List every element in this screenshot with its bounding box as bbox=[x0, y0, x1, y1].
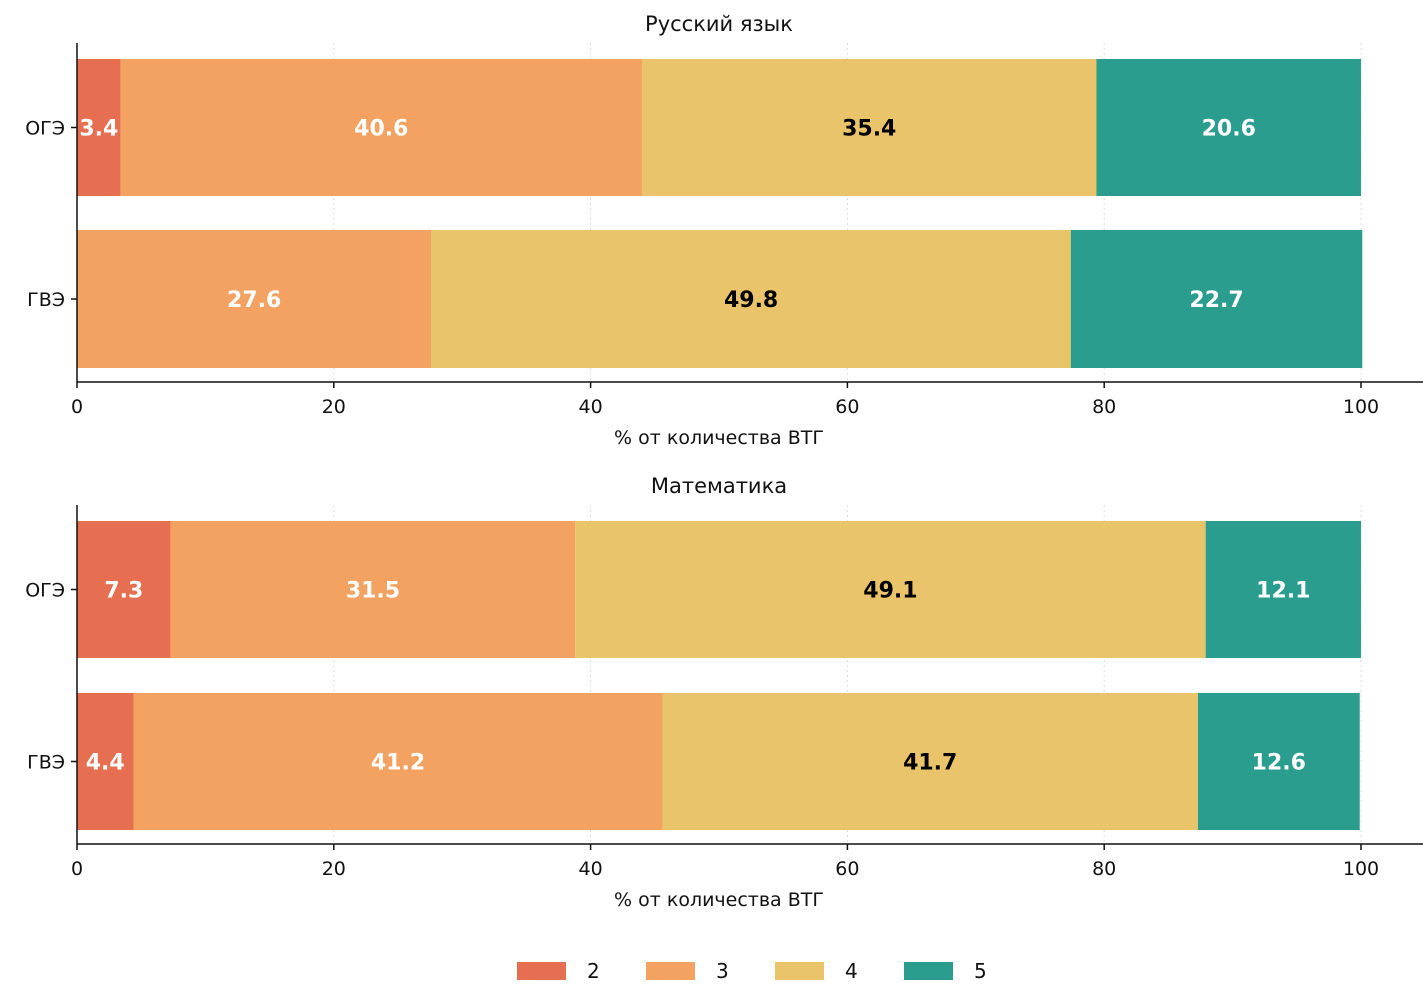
data-label: 40.6 bbox=[354, 117, 408, 142]
legend-swatch bbox=[775, 962, 824, 980]
x-tick-label: 60 bbox=[835, 858, 859, 880]
data-label: 12.6 bbox=[1252, 751, 1306, 776]
x-tick-label: 80 bbox=[1092, 396, 1116, 418]
x-tick-label: 40 bbox=[579, 858, 603, 880]
x-tick-label: 40 bbox=[579, 396, 603, 418]
data-label: 49.1 bbox=[863, 579, 917, 604]
data-label: 22.7 bbox=[1189, 288, 1243, 313]
x-tick-label: 100 bbox=[1343, 858, 1379, 880]
bar-segment bbox=[1197, 693, 1360, 830]
bar-segment bbox=[1096, 59, 1361, 196]
x-tick-label: 0 bbox=[71, 396, 83, 418]
data-label: 35.4 bbox=[842, 117, 896, 142]
data-label: 41.2 bbox=[371, 751, 425, 776]
bar-segment bbox=[133, 693, 663, 830]
data-label: 3.4 bbox=[79, 117, 118, 142]
data-label: 27.6 bbox=[227, 288, 281, 313]
x-axis-label: % от количества ВТГ bbox=[614, 427, 824, 449]
category-label: ГВЭ bbox=[27, 752, 65, 774]
data-label: 41.7 bbox=[903, 751, 957, 776]
data-label: 12.1 bbox=[1256, 579, 1310, 604]
category-label: ГВЭ bbox=[27, 289, 65, 311]
category-label: ОГЭ bbox=[25, 580, 65, 602]
bar-segment bbox=[1205, 521, 1361, 658]
legend-swatch bbox=[904, 962, 953, 980]
x-tick-label: 60 bbox=[835, 396, 859, 418]
data-label: 4.4 bbox=[86, 751, 125, 776]
bar-segment bbox=[120, 59, 642, 196]
legend-swatch bbox=[646, 962, 695, 980]
x-tick-label: 20 bbox=[322, 858, 346, 880]
legend-label: 5 bbox=[974, 959, 987, 980]
data-label: 7.3 bbox=[104, 579, 143, 604]
x-tick-label: 100 bbox=[1343, 396, 1379, 418]
chart-title: Русский язык bbox=[645, 12, 793, 36]
bar-segment bbox=[1070, 230, 1363, 368]
legend-label: 3 bbox=[716, 959, 729, 980]
bar-segment bbox=[77, 521, 171, 658]
bar-segment bbox=[77, 59, 121, 196]
data-label: 20.6 bbox=[1202, 117, 1256, 142]
bar-segment bbox=[662, 693, 1198, 830]
x-axis-label: % от количества ВТГ bbox=[614, 889, 824, 911]
bar-segment bbox=[77, 693, 134, 830]
x-tick-label: 0 bbox=[71, 858, 83, 880]
bar-segment bbox=[641, 59, 1097, 196]
legend-swatch bbox=[517, 962, 566, 980]
legend-label: 4 bbox=[845, 959, 858, 980]
chart-title: Математика bbox=[651, 474, 787, 498]
data-label: 49.8 bbox=[724, 288, 778, 313]
legend-label: 2 bbox=[587, 959, 600, 980]
bar-segment bbox=[575, 521, 1206, 658]
x-tick-label: 80 bbox=[1092, 858, 1116, 880]
bar-segment bbox=[431, 230, 1071, 368]
bar-segment bbox=[77, 230, 432, 368]
bar-segment bbox=[170, 521, 576, 658]
category-label: ОГЭ bbox=[25, 118, 65, 140]
x-tick-label: 20 bbox=[322, 396, 346, 418]
data-label: 31.5 bbox=[346, 579, 400, 604]
